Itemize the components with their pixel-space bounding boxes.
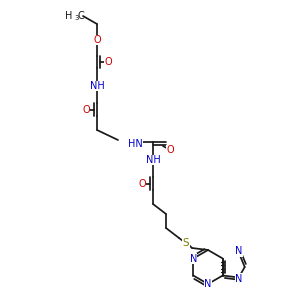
Text: C: C: [78, 11, 85, 21]
Text: N: N: [235, 247, 242, 256]
Text: O: O: [104, 57, 112, 67]
Text: O: O: [138, 179, 146, 189]
Text: O: O: [82, 105, 90, 115]
Text: NH: NH: [90, 81, 104, 91]
Text: HN: HN: [128, 139, 143, 149]
Text: S: S: [183, 238, 189, 248]
Text: N: N: [204, 279, 212, 289]
Text: H: H: [64, 11, 72, 21]
Text: 3: 3: [74, 15, 79, 21]
Text: O: O: [93, 35, 101, 45]
Text: NH: NH: [146, 155, 160, 165]
Text: O: O: [166, 145, 174, 155]
Text: N: N: [190, 254, 197, 263]
Text: N: N: [235, 274, 242, 284]
